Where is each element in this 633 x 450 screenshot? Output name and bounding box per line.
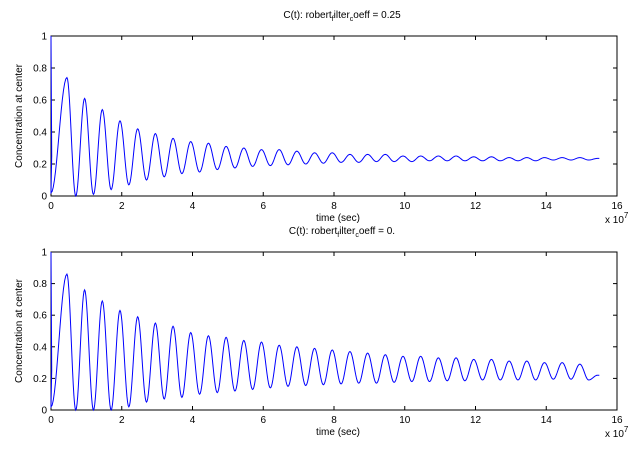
x-axis-label: time (sec) (316, 427, 360, 438)
chart-title: C(t): robertfiltercoeff = 0. (289, 226, 395, 239)
x-tick-label: 2 (119, 201, 125, 212)
y-tick-label: 0 (41, 406, 47, 417)
x-tick-label: 0 (48, 201, 54, 212)
y-tick-label: 0.6 (33, 311, 47, 322)
x-tick-label: 8 (331, 415, 337, 426)
plot-area (50, 251, 618, 411)
x-tick-label: 4 (190, 415, 196, 426)
y-tick-label: 1 (41, 248, 47, 259)
y-tick-label: 0.2 (33, 374, 47, 385)
y-tick-label: 0.4 (33, 128, 47, 139)
x-tick-label: 6 (260, 415, 266, 426)
y-axis-label: Concentration at center (14, 63, 25, 168)
chart-panel-2: C(t): robertfiltercoeff = 0.0 2 4 6 8 10 12 14 1… (14, 226, 629, 440)
y-axis-label: Concentration at center (14, 278, 25, 383)
y-tick-label: 0.8 (33, 279, 47, 290)
x-tick-label: 14 (541, 201, 553, 212)
y-tick-label: 0.6 (33, 96, 47, 107)
x-tick-label: 6 (260, 201, 266, 212)
x-tick-label: 16 (611, 415, 623, 426)
x-axis-exponent: x 107 (605, 425, 629, 440)
series-line-1 (50, 35, 600, 198)
x-tick-label: 16 (611, 201, 623, 212)
x-tick-label: 8 (331, 201, 337, 212)
x-tick-label: 14 (541, 415, 553, 426)
x-tick-label: 12 (470, 201, 482, 212)
x-tick-label: 12 (470, 415, 482, 426)
chart-panel-1: C(t): robertfiltercoeff = 0.250 2 4 6 8 10 12 1… (14, 10, 629, 226)
y-tick-label: 0.4 (33, 342, 47, 353)
x-tick-label: 0 (48, 415, 54, 426)
x-axis-exponent: x 107 (605, 211, 629, 226)
x-axis-label: time (sec) (316, 213, 360, 224)
x-tick-label: 10 (399, 415, 411, 426)
x-tick-label: 2 (119, 415, 125, 426)
y-tick-label: 0.8 (33, 64, 47, 75)
x-tick-label: 10 (399, 201, 411, 212)
y-tick-label: 0 (41, 192, 47, 203)
plot-area (50, 35, 618, 197)
y-tick-label: 1 (41, 32, 47, 43)
y-tick-label: 0.2 (33, 160, 47, 171)
x-tick-label: 4 (190, 201, 196, 212)
chart-title: C(t): robertfiltercoeff = 0.25 (283, 10, 401, 23)
series-line-1 (50, 251, 600, 412)
